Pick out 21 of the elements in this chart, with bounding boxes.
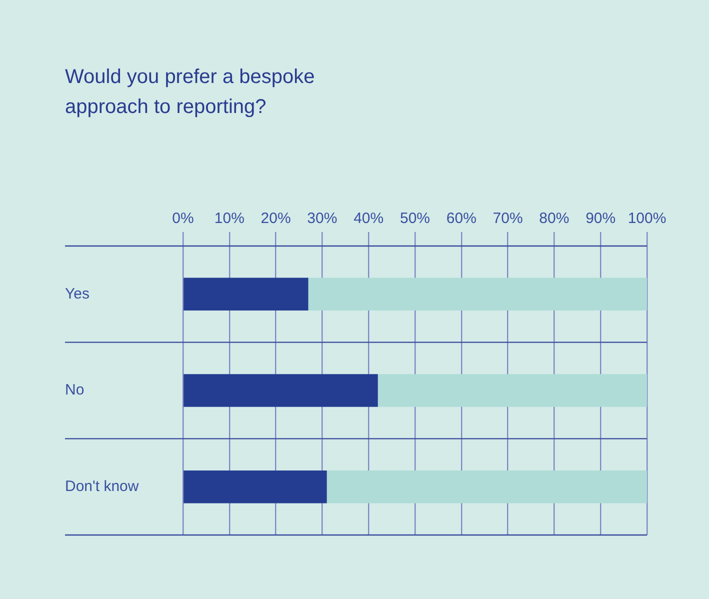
x-tick-label: 90% [586,210,616,228]
chart-title: Would you prefer a bespoke approach to reporting? [65,65,316,120]
y-tick-label: No [65,382,84,399]
x-tick-label: 70% [492,210,523,228]
x-tick-label: 50% [400,210,430,228]
bar [326,470,647,504]
bar [378,374,647,407]
bar [184,470,327,504]
x-tick-label: 100% [628,210,666,228]
bar [184,374,378,407]
y-tick-label: Yes [65,285,90,302]
x-tick-label: 40% [354,210,384,228]
bar [308,278,647,311]
x-tick-label: 60% [446,210,476,228]
x-tick-label: 80% [539,210,570,228]
x-tick-label: 10% [214,210,244,228]
x-tick-label: 0% [172,210,194,228]
x-tick-label: 20% [260,210,291,228]
bar [184,278,308,311]
y-tick-label: Don't know [65,478,139,495]
x-tick-label: 30% [307,210,338,228]
